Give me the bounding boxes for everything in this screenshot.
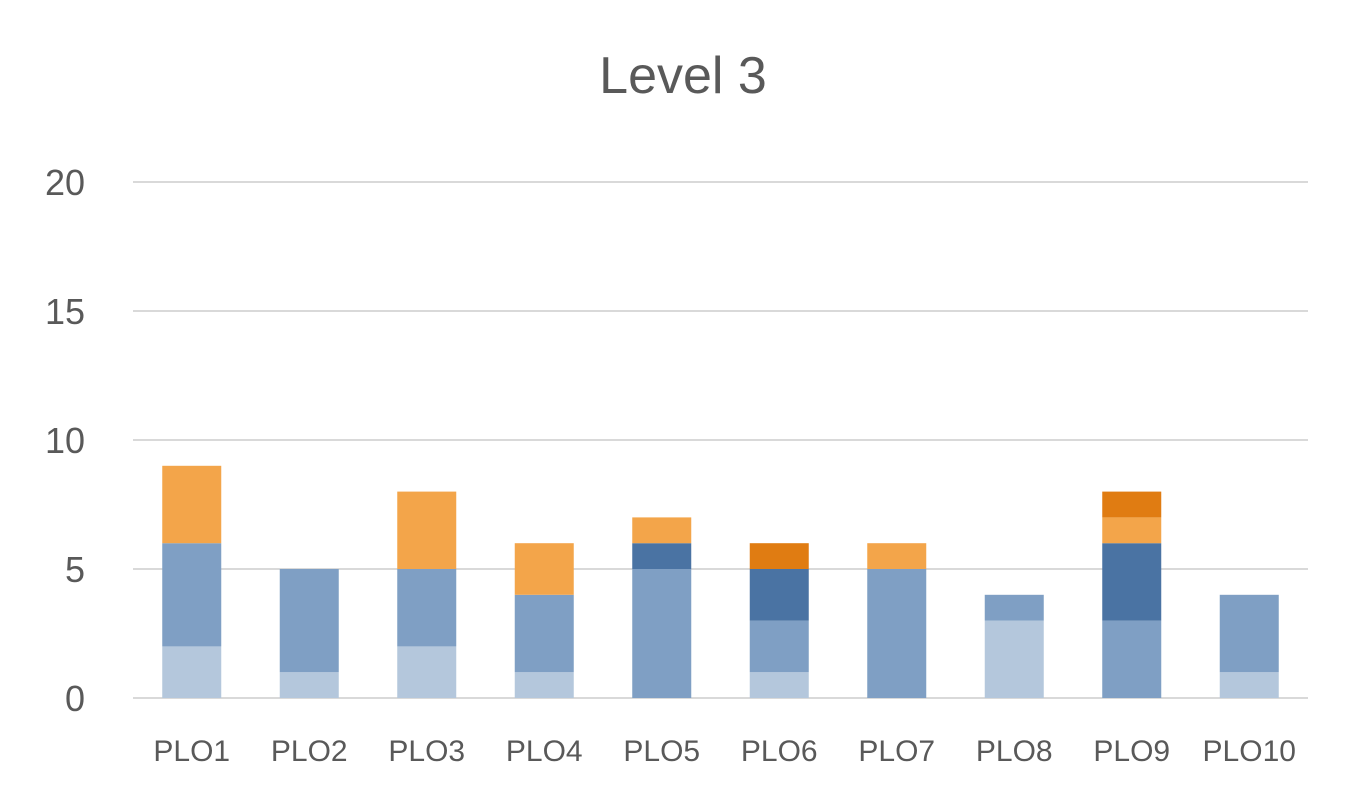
bar-segment (749, 569, 809, 621)
bar-segment (867, 543, 927, 569)
y-tick-label: 10 (45, 420, 85, 461)
bar-segment (162, 646, 222, 698)
x-tick-label: PLO1 (153, 735, 230, 768)
x-tick-label: PLO5 (623, 735, 700, 768)
bar-segment (1102, 491, 1162, 518)
bar-segment (397, 646, 457, 698)
y-tick-label: 5 (65, 549, 85, 590)
bar-segment (632, 543, 692, 569)
bar-segment (749, 672, 809, 698)
bar-segment (1219, 594, 1279, 673)
bar-segment (1102, 543, 1162, 621)
bar-segment (1219, 672, 1279, 698)
y-tick-label: 20 (45, 162, 85, 203)
bar-segment (749, 620, 809, 673)
bar-segment (867, 569, 927, 698)
bar-segment (1102, 620, 1162, 698)
bar-segment (984, 620, 1044, 698)
bar-segment (632, 569, 692, 698)
bar-segment (749, 543, 809, 569)
bars (162, 465, 1279, 698)
x-tick-label: PLO6 (741, 735, 818, 768)
y-tick-label: 15 (45, 291, 85, 332)
bar-segment (984, 594, 1044, 621)
x-tick-label: PLO4 (506, 735, 583, 768)
bar-segment (514, 594, 574, 673)
bar-segment (279, 569, 339, 673)
x-tick-label: PLO8 (976, 735, 1053, 768)
bar-segment (279, 672, 339, 698)
bar-segment (514, 672, 574, 698)
bar-segment (162, 543, 222, 647)
bar-segment (397, 569, 457, 647)
bar-segment (632, 517, 692, 544)
x-tick-label: PLO9 (1093, 735, 1170, 768)
x-axis-ticks: PLO1 PLO2 PLO3 PLO4 PLO5 PLO6 PLO7 PLO8 PLO9 PLO1… (153, 735, 1296, 768)
x-tick-label: PLO2 (271, 735, 348, 768)
x-tick-label: PLO7 (858, 735, 935, 768)
bar-segment (397, 491, 457, 569)
y-axis-ticks: 0 5 10 15 20 (45, 162, 85, 719)
bar-segment (1102, 517, 1162, 544)
bar-segment (162, 465, 222, 544)
x-tick-label: PLO10 (1203, 735, 1296, 768)
chart-title: Level 3 (599, 47, 767, 105)
bar-segment (514, 543, 574, 595)
y-tick-label: 0 (65, 678, 85, 719)
x-tick-label: PLO3 (388, 735, 465, 768)
